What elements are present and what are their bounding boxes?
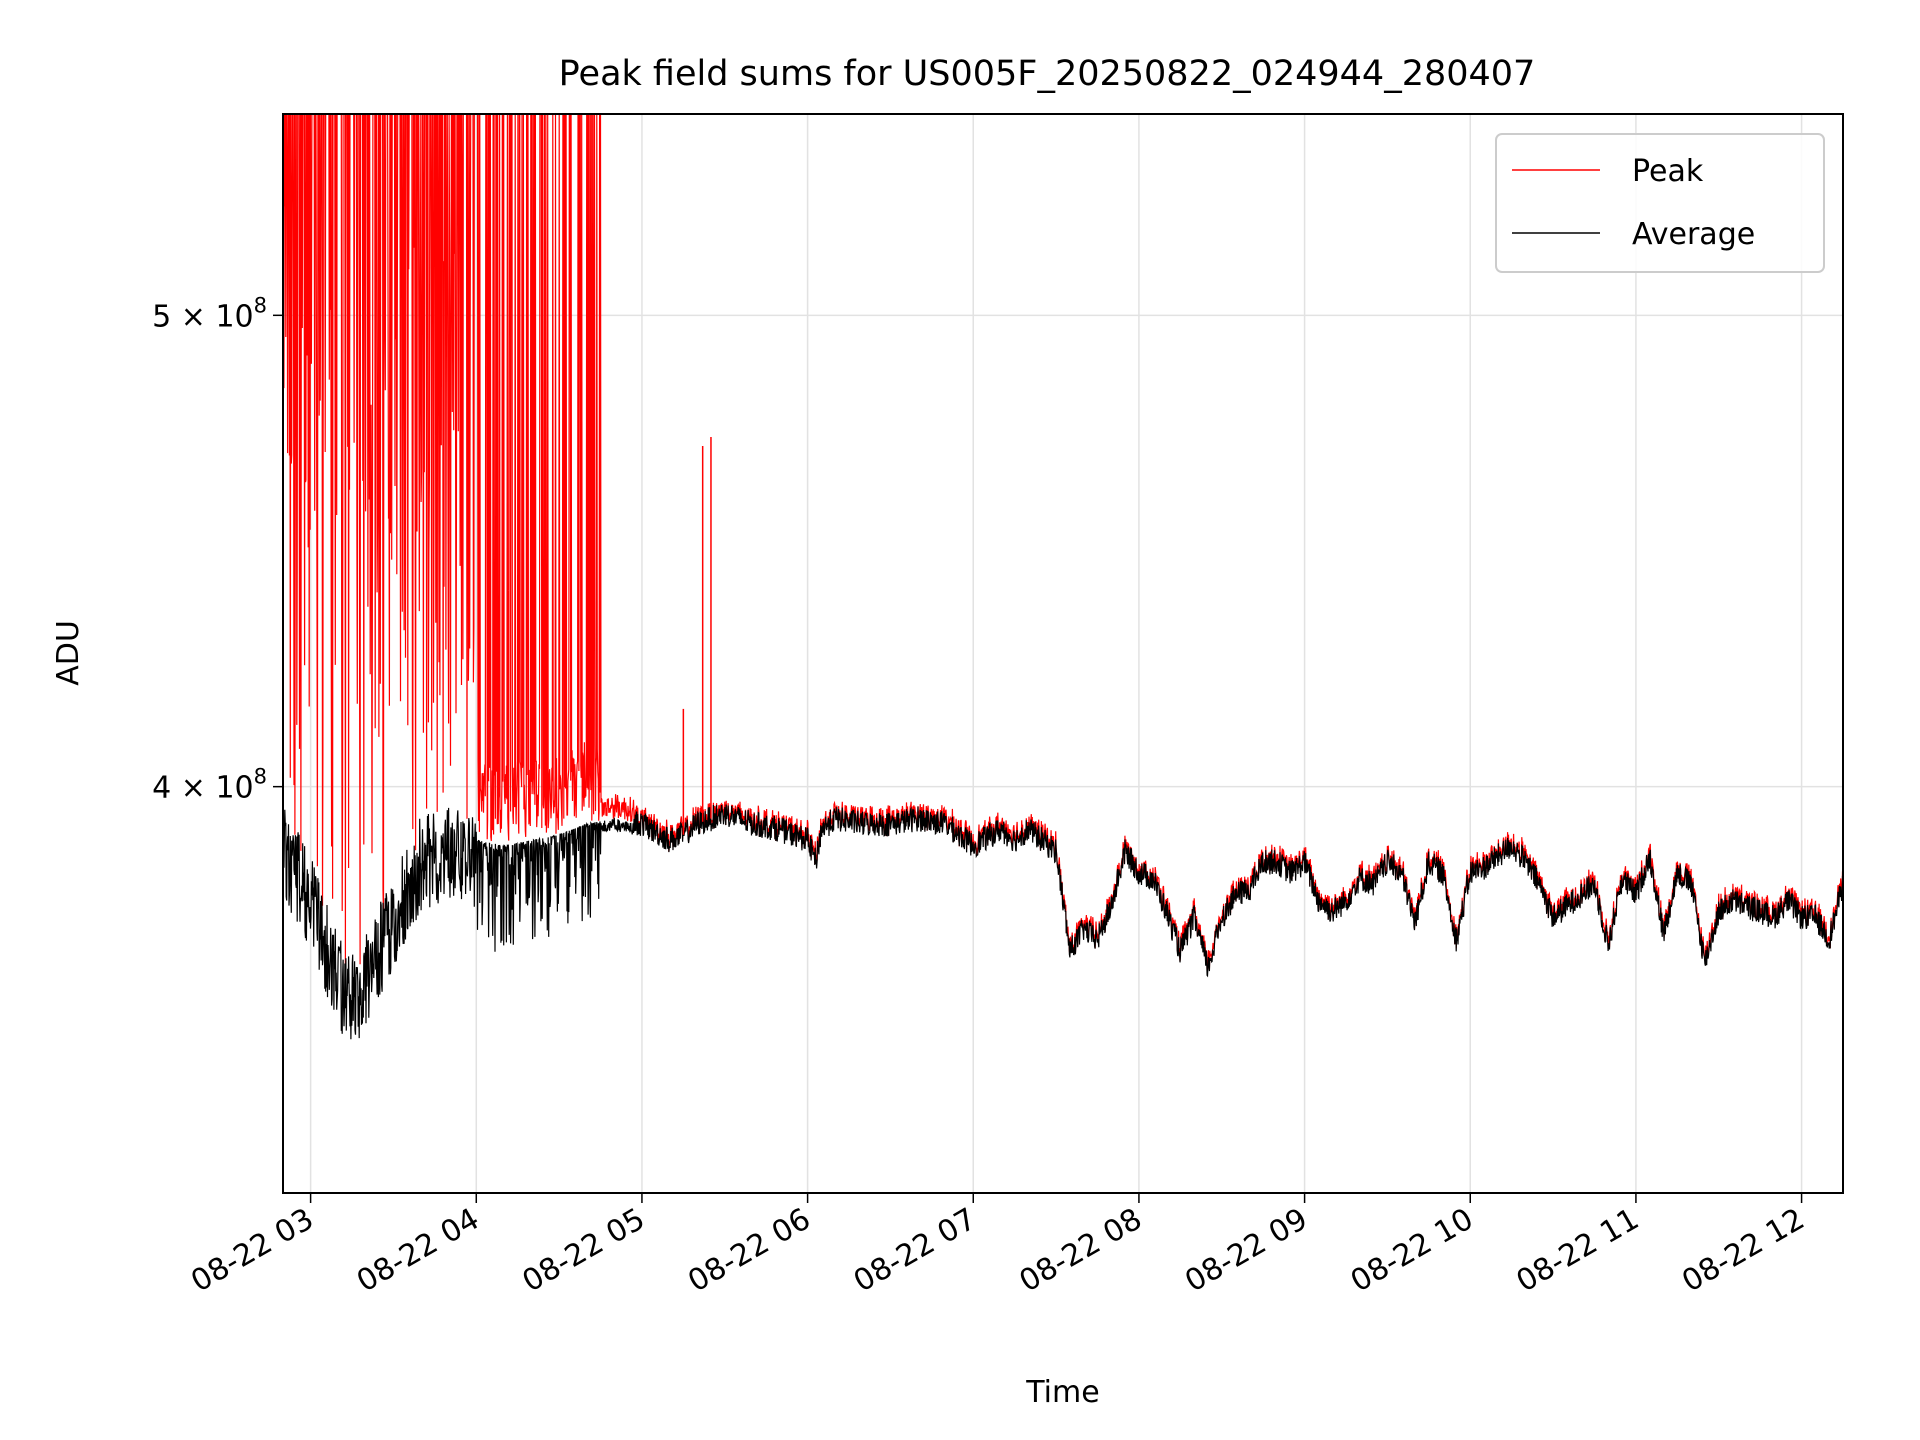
x-tick-label: 08-22 03 bbox=[185, 1202, 319, 1300]
plot-series bbox=[282, 113, 1844, 1040]
plot-frame bbox=[282, 113, 1844, 1194]
legend-box bbox=[1495, 133, 1825, 273]
legend-average-label: Average bbox=[1632, 217, 1755, 252]
x-tick-label: 08-22 07 bbox=[848, 1202, 982, 1300]
x-tick-label: 08-22 10 bbox=[1345, 1202, 1479, 1300]
y-tick-label: 4 × 108 bbox=[152, 765, 267, 806]
x-tick-label: 08-22 08 bbox=[1014, 1202, 1148, 1300]
y-tick-exponent: 8 bbox=[254, 293, 267, 317]
y-tick-exponent: 8 bbox=[254, 765, 267, 789]
x-tick-label: 08-22 05 bbox=[517, 1202, 651, 1300]
x-tick-label: 08-22 06 bbox=[682, 1202, 816, 1300]
series-average-line bbox=[282, 804, 1844, 1040]
legend: Peak Average bbox=[1495, 133, 1825, 273]
x-tick-label: 08-22 09 bbox=[1179, 1202, 1313, 1300]
x-tick-label: 08-22 12 bbox=[1676, 1202, 1810, 1300]
chart-title: Peak field sums for US005F_20250822_0249… bbox=[559, 54, 1536, 94]
y-tick-base: × 10 bbox=[171, 299, 253, 334]
x-axis: 08-22 03 08-22 04 08-22 05 08-22 06 08-22 07… bbox=[185, 1193, 1811, 1300]
y-tick-mantissa: 5 bbox=[152, 299, 171, 334]
y-tick-base: × 10 bbox=[171, 771, 253, 806]
y-axis-label: ADU bbox=[51, 620, 86, 686]
x-tick-label: 08-22 04 bbox=[351, 1202, 485, 1300]
x-tick-label: 08-22 11 bbox=[1511, 1202, 1645, 1300]
legend-peak-label: Peak bbox=[1632, 154, 1704, 189]
x-axis-label: Time bbox=[1025, 1375, 1099, 1410]
y-tick-mantissa: 4 bbox=[152, 771, 171, 806]
y-tick-label: 5 × 108 bbox=[152, 293, 267, 334]
